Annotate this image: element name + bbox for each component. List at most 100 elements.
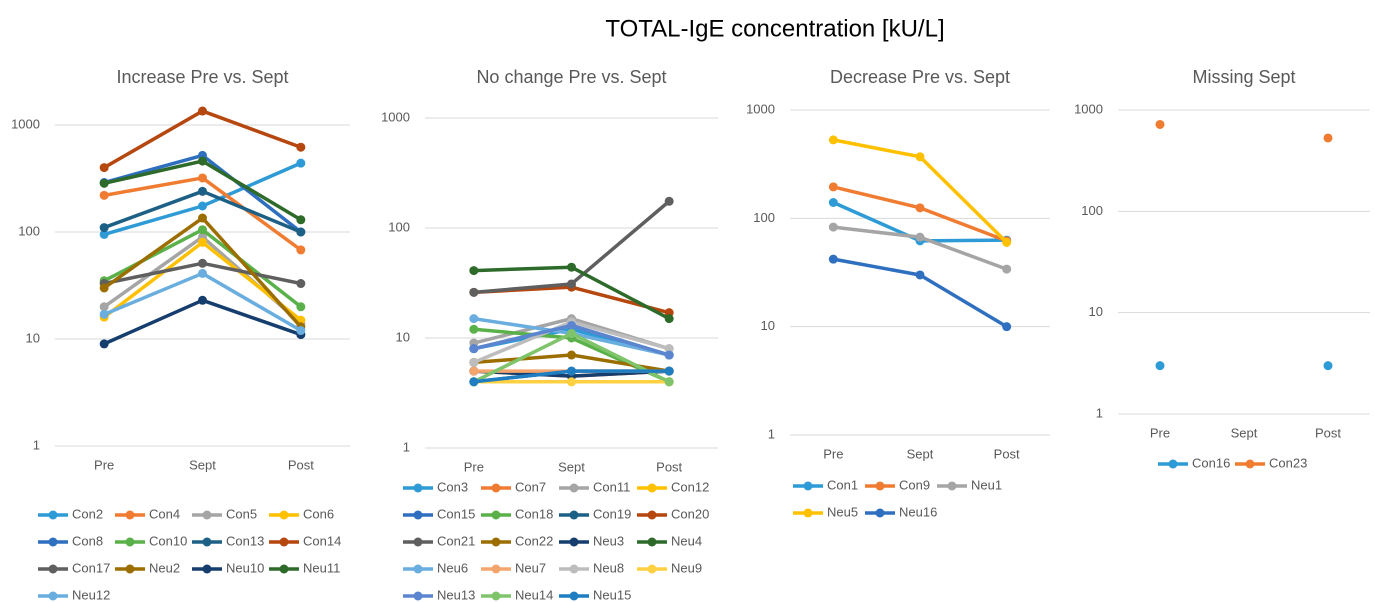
legend-label: Con3 [437, 479, 468, 494]
legend-label: Neu7 [515, 560, 546, 575]
legend-label: Con12 [671, 479, 709, 494]
legend-label: Neu3 [593, 533, 624, 548]
legend-label: Con7 [515, 479, 546, 494]
data-point [99, 190, 109, 200]
data-point [828, 254, 838, 264]
x-tick-label: Pre [823, 446, 843, 461]
x-tick-label: Pre [464, 459, 484, 474]
data-point [198, 201, 207, 211]
data-point [296, 279, 306, 289]
data-point [296, 227, 306, 237]
series-line [103, 240, 302, 322]
page-title: TOTAL-IgE concentration [kU/L] [605, 15, 944, 42]
legend-label: Neu15 [593, 587, 631, 602]
data-point [1155, 119, 1165, 129]
data-point [469, 314, 479, 324]
legend-label: Con22 [515, 533, 553, 548]
legend-marker [48, 510, 58, 520]
legend-label: Con8 [72, 533, 103, 548]
data-point [198, 173, 207, 183]
data-point [915, 270, 925, 280]
data-point [469, 357, 479, 367]
legend-marker [875, 481, 885, 491]
legend-marker [491, 483, 501, 493]
y-tick-label: 10 [761, 318, 775, 333]
legend-label: Con5 [226, 506, 257, 521]
data-point [198, 268, 207, 278]
data-point [567, 366, 576, 376]
series-line [103, 298, 302, 346]
legend-marker [413, 591, 423, 601]
data-point [99, 309, 109, 319]
legend-marker [413, 564, 423, 574]
data-point [99, 223, 109, 233]
y-tick-label: 10 [396, 329, 410, 344]
y-tick-label: 1 [403, 439, 410, 454]
legend-marker [279, 564, 289, 574]
data-point [567, 279, 576, 289]
legend-marker [48, 591, 58, 601]
data-point [469, 366, 479, 376]
data-point [198, 186, 207, 196]
legend-marker [569, 591, 579, 601]
data-point [296, 302, 306, 312]
legend-label: Con11 [593, 479, 630, 494]
legend-label: Neu13 [437, 587, 475, 602]
legend-marker [125, 537, 135, 547]
legend-marker [413, 510, 423, 520]
legend-marker [647, 510, 657, 520]
data-point [664, 344, 674, 354]
data-point [198, 106, 207, 116]
data-point [469, 324, 479, 334]
legend-marker [647, 564, 657, 574]
data-point [1323, 361, 1333, 371]
legend-marker [48, 537, 58, 547]
y-tick-label: 100 [753, 210, 775, 225]
x-tick-label: Pre [94, 457, 114, 472]
data-point [664, 314, 674, 324]
y-tick-label: 1000 [11, 116, 40, 131]
legend-marker [569, 537, 579, 547]
data-point [296, 158, 306, 168]
data-point [198, 295, 207, 305]
legend-label: Con10 [149, 533, 187, 548]
series-line [833, 257, 1008, 329]
legend-marker [202, 537, 212, 547]
data-point [99, 283, 109, 293]
legend-marker [1168, 459, 1178, 469]
data-point [99, 163, 109, 173]
legend-label: Con16 [1192, 455, 1230, 470]
x-tick-label: Sept [558, 459, 585, 474]
data-point [296, 215, 306, 225]
y-tick-label: 100 [388, 219, 410, 234]
chart-title: Decrease Pre vs. Sept [830, 67, 1010, 87]
data-point [99, 302, 109, 312]
data-point [296, 245, 306, 255]
data-point [296, 142, 306, 152]
legend-marker [1245, 459, 1255, 469]
chart-title: Missing Sept [1192, 67, 1295, 87]
data-point [567, 350, 576, 360]
data-point [915, 203, 925, 213]
data-point [567, 377, 576, 387]
legend-label: Con4 [149, 506, 180, 521]
legend-label: Con1 [827, 477, 858, 492]
legend-label: Con13 [226, 533, 264, 548]
legend-label: Neu9 [671, 560, 702, 575]
y-tick-label: 10 [26, 330, 40, 345]
legend-marker [279, 537, 289, 547]
legend-marker [125, 564, 135, 574]
data-point [469, 377, 479, 387]
legend-marker [413, 537, 423, 547]
legend-label: Con2 [72, 506, 103, 521]
data-point [198, 213, 207, 223]
data-point [198, 237, 207, 247]
data-point [664, 350, 674, 360]
data-point [469, 287, 479, 297]
legend-marker [491, 537, 501, 547]
data-point [664, 196, 674, 206]
legend-label: Con20 [671, 506, 709, 521]
legend-label: Neu8 [593, 560, 624, 575]
legend-marker [491, 564, 501, 574]
